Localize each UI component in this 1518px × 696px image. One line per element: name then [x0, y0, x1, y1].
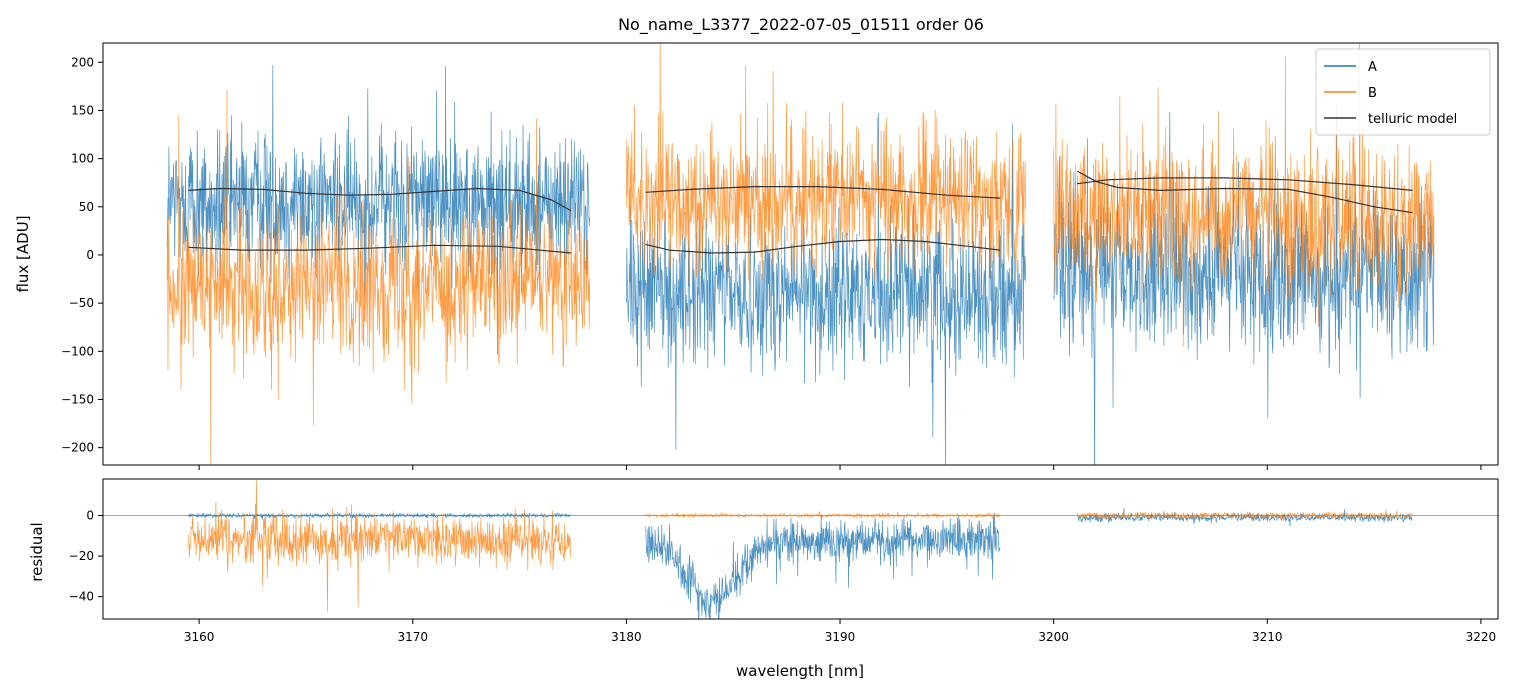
y-tick-label: 0 — [86, 248, 94, 262]
legend-frame — [1315, 48, 1491, 136]
series-b-segment — [166, 89, 590, 465]
telluric-model-line — [645, 186, 1001, 199]
series-b-segment — [1076, 509, 1413, 522]
series-b-segment — [1053, 43, 1435, 347]
y-tick-label: −200 — [61, 441, 94, 455]
series-a-segment — [188, 512, 571, 520]
x-tick-label: 3210 — [1252, 630, 1283, 644]
series-b-segment — [626, 43, 1026, 291]
y-tick-label: 0 — [86, 509, 94, 523]
series-b-segment — [188, 480, 571, 612]
y-tick-label: 200 — [71, 55, 94, 69]
series-b-segment — [645, 511, 1001, 520]
x-tick-label: 3190 — [825, 630, 856, 644]
x-tick-label: 3220 — [1466, 630, 1497, 644]
y-tick-label: −40 — [69, 590, 94, 604]
series-a-segment — [645, 512, 1001, 619]
flux-x-ticks — [198, 465, 1482, 470]
x-tick-label: 3180 — [611, 630, 642, 644]
series-a-segment — [626, 112, 1026, 465]
residual-y-ticks: 0 −20 −40 — [69, 509, 103, 604]
telluric-model-line — [645, 238, 1001, 254]
y-tick-label: −150 — [61, 392, 94, 406]
x-axis-label: wavelength [nm] — [736, 662, 864, 680]
flux-data — [166, 43, 1435, 465]
x-tick-label: 3200 — [1038, 630, 1069, 644]
x-tick-label: 3160 — [184, 630, 215, 644]
residual-data — [103, 480, 1498, 619]
legend: A B telluric model — [1315, 48, 1491, 136]
flux-panel: 200 150 100 50 0 −50 −100 −150 −200 flux [ADU] A… — [14, 42, 1499, 470]
residual-axes-frame — [102, 478, 1499, 620]
residual-y-axis-label: residual — [28, 522, 46, 581]
y-tick-label: 50 — [79, 200, 94, 214]
telluric-model-line — [188, 187, 572, 212]
flux-axes-frame — [102, 42, 1499, 466]
telluric-model-line — [188, 244, 571, 254]
telluric-model-line — [1076, 170, 1413, 214]
legend-label-telluric: telluric model — [1368, 112, 1457, 127]
y-tick-label: 100 — [71, 152, 94, 166]
residual-x-ticks: 3160 3170 3180 3190 3200 3210 3220 — [184, 619, 1496, 644]
y-tick-label: −100 — [61, 344, 94, 358]
flux-y-ticks: 200 150 100 50 0 −50 −100 −150 −200 — [61, 55, 103, 455]
y-tick-label: −20 — [69, 549, 94, 563]
flux-y-axis-label: flux [ADU] — [14, 215, 32, 292]
chart-title: No_name_L3377_2022-07-05_01511 order 06 — [618, 15, 984, 35]
legend-label-b: B — [1368, 86, 1377, 101]
telluric-model-line — [1077, 177, 1413, 191]
y-tick-label: 150 — [71, 103, 94, 117]
x-tick-label: 3170 — [397, 630, 428, 644]
y-tick-label: −50 — [69, 296, 94, 310]
series-a-segment — [1077, 507, 1413, 527]
legend-label-a: A — [1368, 60, 1377, 75]
residual-panel: 0 −20 −40 3160 3170 3180 3190 3200 3210 3220 res… — [28, 478, 1499, 680]
